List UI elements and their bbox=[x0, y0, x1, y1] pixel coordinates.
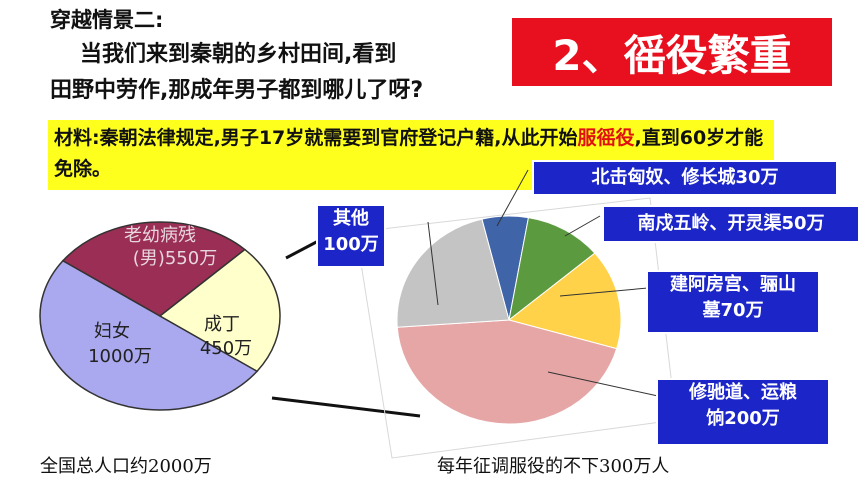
slice-label-women: 妇女 bbox=[94, 321, 130, 342]
pie-slice-elderly bbox=[61, 221, 247, 317]
material-text-end: ,直到60岁才能免除。 bbox=[54, 127, 764, 180]
label-south-canal: 南戍五岭、开灵渠50万 bbox=[602, 205, 860, 243]
slice-label-adult-men: 成丁 bbox=[204, 314, 240, 335]
topic-banner: 2、徭役繁重 bbox=[512, 18, 832, 86]
scene-text-line1: 当我们来到秦朝的乡村田间,看到 bbox=[80, 42, 397, 67]
slice-value-adult-men: 450万 bbox=[200, 338, 252, 359]
slice-value-women: 1000万 bbox=[88, 346, 152, 367]
leader-line-other bbox=[427, 221, 439, 306]
leader-line-palace bbox=[559, 287, 649, 297]
pie-slice-south-canal bbox=[508, 217, 596, 322]
material-highlight: 服徭役 bbox=[577, 127, 635, 149]
connector-line-bottom bbox=[271, 396, 421, 418]
label-north-wall: 北击匈奴、修长城30万 bbox=[532, 160, 838, 196]
pie-slice-women bbox=[39, 259, 259, 411]
pie-slice-other bbox=[396, 218, 510, 328]
label-other: 其他 100万 bbox=[316, 204, 386, 268]
leader-line-roads bbox=[547, 371, 659, 397]
label-roads-line2: 饷200万 bbox=[706, 408, 780, 429]
right-chart-caption: 每年征调服役的不下300万人 bbox=[437, 456, 670, 477]
material-box: 材料:秦朝法律规定,男子17岁就需要到官府登记户籍,从此开始服徭役,直到60岁才… bbox=[48, 120, 774, 190]
label-palace-line2: 墓70万 bbox=[702, 300, 764, 321]
slice-value-elderly: (男)550万 bbox=[133, 248, 217, 269]
pie-slice-roads-grain bbox=[396, 319, 618, 425]
population-pie bbox=[39, 221, 281, 411]
label-palace-line1: 建阿房宫、骊山 bbox=[670, 274, 796, 295]
scene-title: 穿越情景二: bbox=[50, 8, 164, 32]
label-roads-line1: 修驰道、运粮 bbox=[689, 382, 797, 403]
label-other-line1: 其他 bbox=[333, 208, 369, 229]
material-text: 材料:秦朝法律规定,男子17岁就需要到官府登记户籍,从此开始 bbox=[54, 127, 578, 149]
label-palace-tomb: 建阿房宫、骊山 墓70万 bbox=[646, 270, 820, 334]
pie-slice-adult-men bbox=[158, 248, 281, 373]
scene-text-line2: 田野中劳作,那成年男子都到哪儿了呀? bbox=[50, 78, 424, 103]
label-other-line2: 100万 bbox=[323, 234, 379, 255]
left-chart-caption: 全国总人口约2000万 bbox=[40, 456, 212, 477]
label-roads-grain: 修驰道、运粮 饷200万 bbox=[656, 378, 830, 446]
slice-label-elderly: 老幼病残 bbox=[124, 225, 196, 246]
pie-slice-palace-tomb bbox=[507, 252, 622, 350]
leader-line-south bbox=[564, 215, 601, 237]
corvee-pie bbox=[396, 215, 622, 425]
leader-line-north bbox=[496, 169, 529, 227]
